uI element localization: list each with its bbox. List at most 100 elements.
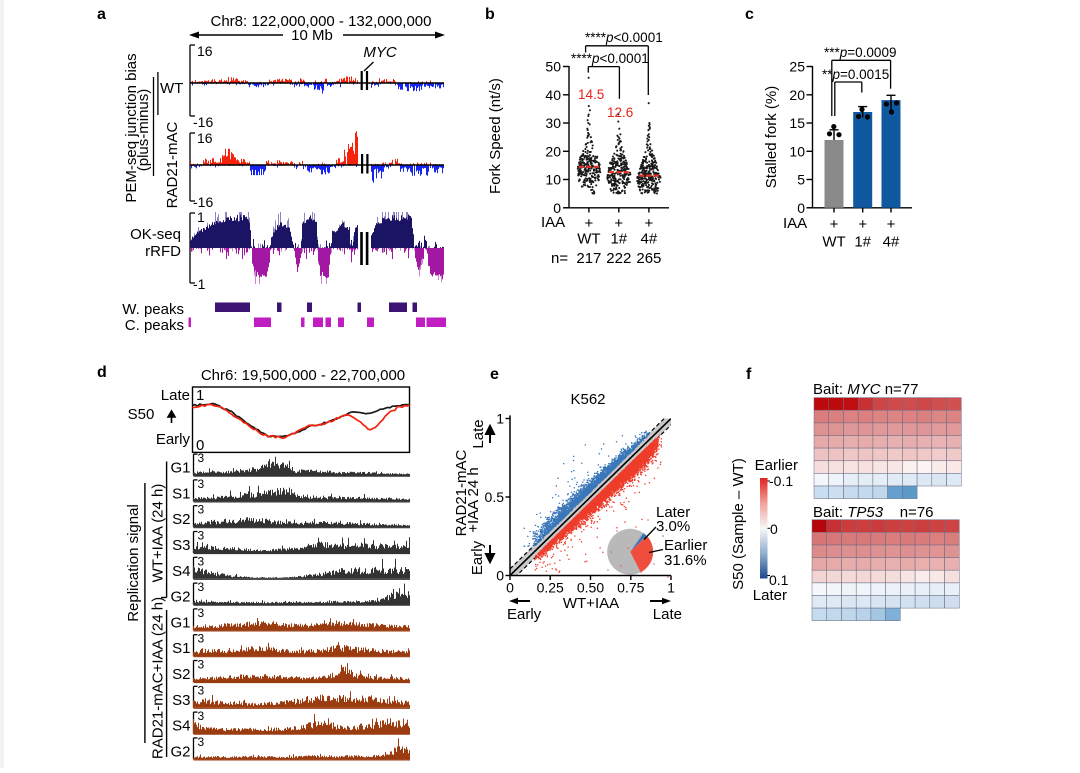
svg-text:e: e xyxy=(490,366,499,383)
svg-text:0: 0 xyxy=(770,521,778,537)
svg-text:0: 0 xyxy=(496,568,504,584)
svg-text:d: d xyxy=(97,364,107,381)
svg-text:b: b xyxy=(485,6,495,23)
svg-text:+: + xyxy=(585,215,594,232)
svg-text:14.5: 14.5 xyxy=(578,87,604,102)
svg-text:G1: G1 xyxy=(170,614,190,631)
svg-text:20: 20 xyxy=(789,87,805,103)
svg-text:S2: S2 xyxy=(172,511,190,528)
svg-text:3: 3 xyxy=(198,580,205,594)
svg-text:10 Mb: 10 Mb xyxy=(291,27,333,44)
svg-text:****p<0.0001: ****p<0.0001 xyxy=(585,30,663,45)
svg-text:RAD21-mAC: RAD21-mAC xyxy=(164,121,181,208)
svg-text:S1: S1 xyxy=(172,640,190,657)
svg-text:3: 3 xyxy=(198,451,205,465)
svg-text:12.6: 12.6 xyxy=(607,105,633,120)
svg-text:+: + xyxy=(614,215,623,232)
svg-text:3: 3 xyxy=(198,606,205,620)
svg-text:S2: S2 xyxy=(172,666,190,683)
svg-text:S4: S4 xyxy=(172,718,190,735)
svg-text:Early: Early xyxy=(156,431,191,448)
svg-text:Late: Late xyxy=(653,606,682,623)
svg-text:1: 1 xyxy=(197,209,205,225)
svg-text:1#: 1# xyxy=(610,231,627,248)
svg-text:WT: WT xyxy=(577,231,600,248)
svg-text:-16: -16 xyxy=(193,114,213,130)
svg-text:-16: -16 xyxy=(193,194,213,210)
svg-text:4#: 4# xyxy=(641,231,658,248)
svg-text:1: 1 xyxy=(196,387,204,404)
svg-text:Early: Early xyxy=(507,606,542,623)
svg-text:W. peaks: W. peaks xyxy=(122,301,184,318)
svg-text:Late: Late xyxy=(470,419,487,448)
svg-text:RAD21-mAC: RAD21-mAC xyxy=(453,449,470,536)
svg-text:0.75: 0.75 xyxy=(617,580,644,596)
svg-text:**p=0.0015: **p=0.0015 xyxy=(822,67,889,82)
svg-text:G2: G2 xyxy=(170,589,190,606)
svg-text:f: f xyxy=(746,366,752,383)
svg-text:5: 5 xyxy=(797,172,805,188)
svg-text:Later: Later xyxy=(656,504,690,521)
svg-text:0.1: 0.1 xyxy=(769,572,789,588)
svg-text:30: 30 xyxy=(545,115,561,131)
svg-text:15: 15 xyxy=(789,115,805,131)
svg-text:0: 0 xyxy=(797,200,805,216)
svg-text:3: 3 xyxy=(198,632,205,646)
svg-text:16: 16 xyxy=(197,43,213,59)
svg-text:S3: S3 xyxy=(172,692,190,709)
svg-text:Bait: TP53 n=76: Bait: TP53 n=76 xyxy=(813,504,934,521)
svg-text:+IAA 24 h: +IAA 24 h xyxy=(465,467,482,532)
svg-text:WT: WT xyxy=(160,80,183,97)
svg-text:MYC: MYC xyxy=(363,44,397,61)
svg-text:3.0%: 3.0% xyxy=(656,518,690,535)
svg-text:IAA: IAA xyxy=(783,215,807,232)
svg-text:***p=0.0009: ***p=0.0009 xyxy=(824,45,896,60)
svg-text:3: 3 xyxy=(198,554,205,568)
svg-text:Replication signal: Replication signal xyxy=(125,504,142,622)
svg-text:G2: G2 xyxy=(170,743,190,760)
svg-text:0.25: 0.25 xyxy=(537,580,564,596)
svg-text:40: 40 xyxy=(545,87,561,103)
svg-text:-1: -1 xyxy=(193,276,206,292)
svg-text:IAA: IAA xyxy=(541,214,565,231)
svg-text:0: 0 xyxy=(196,437,204,454)
svg-text:Bait: MYC n=77: Bait: MYC n=77 xyxy=(813,381,919,398)
svg-text:0: 0 xyxy=(553,200,561,216)
svg-text:S50: S50 xyxy=(128,406,155,423)
svg-text:10: 10 xyxy=(545,172,561,188)
svg-text:****p<0.0001: ****p<0.0001 xyxy=(571,51,649,66)
svg-text:C. peaks: C. peaks xyxy=(125,317,184,334)
svg-text:Chr6: 19,500,000 - 22,700,000: Chr6: 19,500,000 - 22,700,000 xyxy=(201,367,405,384)
svg-text:50: 50 xyxy=(545,59,561,75)
svg-text:S4: S4 xyxy=(172,563,190,580)
svg-text:WT+IAA (24 h): WT+IAA (24 h) xyxy=(150,484,167,583)
svg-text:Chr8: 122,000,000 - 132,000,00: Chr8: 122,000,000 - 132,000,000 xyxy=(210,13,431,30)
svg-text:20: 20 xyxy=(545,143,561,159)
svg-text:10: 10 xyxy=(789,143,805,159)
svg-text:3: 3 xyxy=(198,529,205,543)
svg-text:31.6%: 31.6% xyxy=(664,552,707,569)
svg-text:K562: K562 xyxy=(570,391,605,408)
svg-text:WT: WT xyxy=(822,234,845,251)
svg-text:Late: Late xyxy=(161,387,190,404)
svg-text:+: + xyxy=(858,216,867,233)
svg-text:S3: S3 xyxy=(172,537,190,554)
svg-text:c: c xyxy=(745,6,754,23)
svg-text:Fork Speed (nt/s): Fork Speed (nt/s) xyxy=(487,78,504,194)
svg-text:265: 265 xyxy=(636,250,661,267)
svg-text:+: + xyxy=(887,216,896,233)
svg-text:n=: n= xyxy=(551,250,568,267)
svg-text:3: 3 xyxy=(198,658,205,672)
svg-text:16: 16 xyxy=(197,130,213,146)
svg-text:OK-seq: OK-seq xyxy=(130,226,181,243)
svg-text:1: 1 xyxy=(496,411,504,427)
svg-text:Earlier: Earlier xyxy=(755,457,798,474)
svg-text:1#: 1# xyxy=(854,234,871,251)
svg-text:+: + xyxy=(830,216,839,233)
svg-text:a: a xyxy=(97,6,106,23)
svg-text:G1: G1 xyxy=(170,460,190,477)
svg-text:+: + xyxy=(645,215,654,232)
svg-text:0.5: 0.5 xyxy=(485,489,505,505)
svg-text:(plus-minus): (plus-minus) xyxy=(135,89,152,172)
svg-text:3: 3 xyxy=(198,477,205,491)
